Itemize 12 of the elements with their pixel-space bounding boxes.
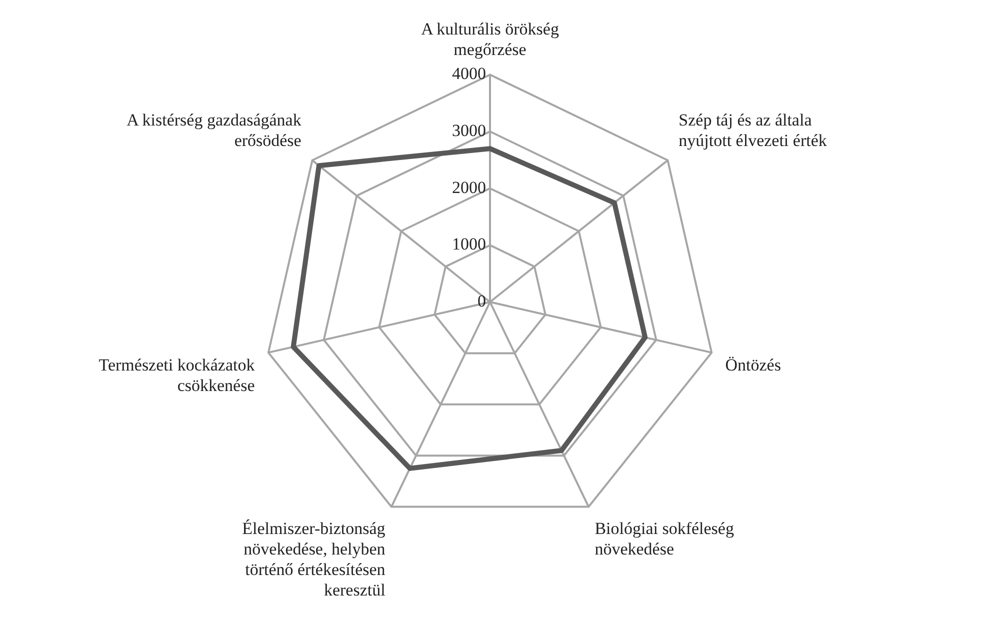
spoke-label: A kulturális örökség megőrzése: [421, 20, 560, 59]
spoke-label: Öntözés: [725, 355, 781, 374]
y-tick-label: 0: [478, 291, 486, 310]
y-tick-label: 1000: [452, 234, 486, 254]
spoke-label: A kistérség gazdaságának erősödése: [126, 110, 302, 150]
y-tick-label: 2000: [452, 178, 486, 197]
y-tick-label: 3000: [452, 120, 486, 140]
spoke-label: Biológiai sokféleség növekedése: [594, 519, 734, 558]
y-tick-label: 4000: [452, 64, 486, 84]
spoke-label: Szép táj és az általa nyújtott élvezeti érték: [678, 110, 828, 150]
spoke-label: Természeti kockázatok csökkenése: [98, 355, 256, 395]
spoke-label: Élelmiszer-biztonság növekedése, helyben történő értékesítésen keresztül: [242, 519, 386, 600]
